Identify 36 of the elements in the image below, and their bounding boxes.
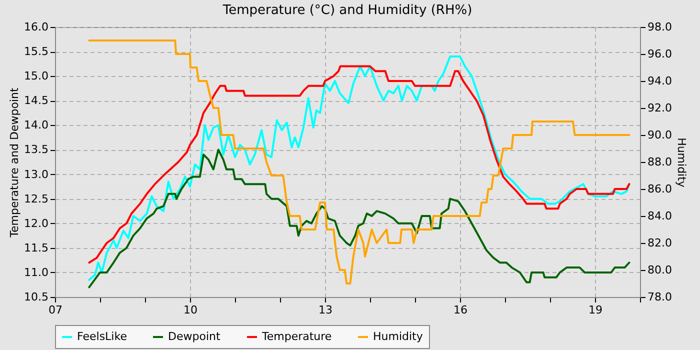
y2-tick-label: 92.0	[648, 102, 672, 114]
y2-tick-label: 90.0	[648, 128, 672, 142]
y-tick-label: 12.0	[24, 216, 48, 230]
x-tick-label: 16	[454, 304, 468, 316]
legend-label: Humidity	[373, 330, 424, 343]
y-tick-label: 14.0	[24, 118, 48, 132]
legend-label: Temperature	[261, 330, 332, 343]
y-tick-label: 13.5	[24, 143, 48, 156]
y2-tick-label: 88.0	[648, 156, 672, 168]
y2-tick-label: 78.0	[648, 290, 672, 304]
y-tick-label: 13.0	[24, 168, 48, 181]
y-tick-label: 11.5	[24, 241, 48, 254]
y2-tick-label: 86.0	[648, 182, 672, 196]
x-tick-label: 10	[184, 304, 198, 316]
y2-tick-label: 80.0	[648, 264, 672, 276]
line-series	[88, 148, 630, 288]
y-tick-label: 16.0	[24, 20, 48, 34]
x-tick-label: 13	[318, 304, 332, 316]
y-tick-label: 14.5	[24, 94, 48, 108]
legend-label: FeelsLike	[77, 330, 128, 343]
y-tick-label: 10.5	[24, 290, 48, 304]
y-axis-title: Temperature and Dewpoint	[8, 86, 22, 238]
y2-tick-label: 98.0	[648, 20, 672, 34]
y2-tick-label: 96.0	[648, 48, 672, 60]
y2-tick-label: 84.0	[648, 210, 672, 222]
chart-title: Temperature (°C) and Humidity (RH%)	[222, 3, 472, 18]
x-tick-label: 07	[48, 304, 62, 316]
y2-tick-label: 94.0	[648, 74, 672, 88]
y2-tick-label: 82.0	[648, 236, 672, 250]
x-tick-label: 19	[588, 304, 602, 316]
y-tick-label: 11.0	[24, 266, 48, 279]
y-tick-label: 15.0	[24, 70, 48, 83]
legend-label: Dewpoint	[168, 330, 221, 343]
y-tick-label: 12.5	[24, 192, 48, 206]
y2-axis-title: Humidity	[674, 138, 688, 188]
y-tick-label: 15.5	[24, 45, 48, 58]
